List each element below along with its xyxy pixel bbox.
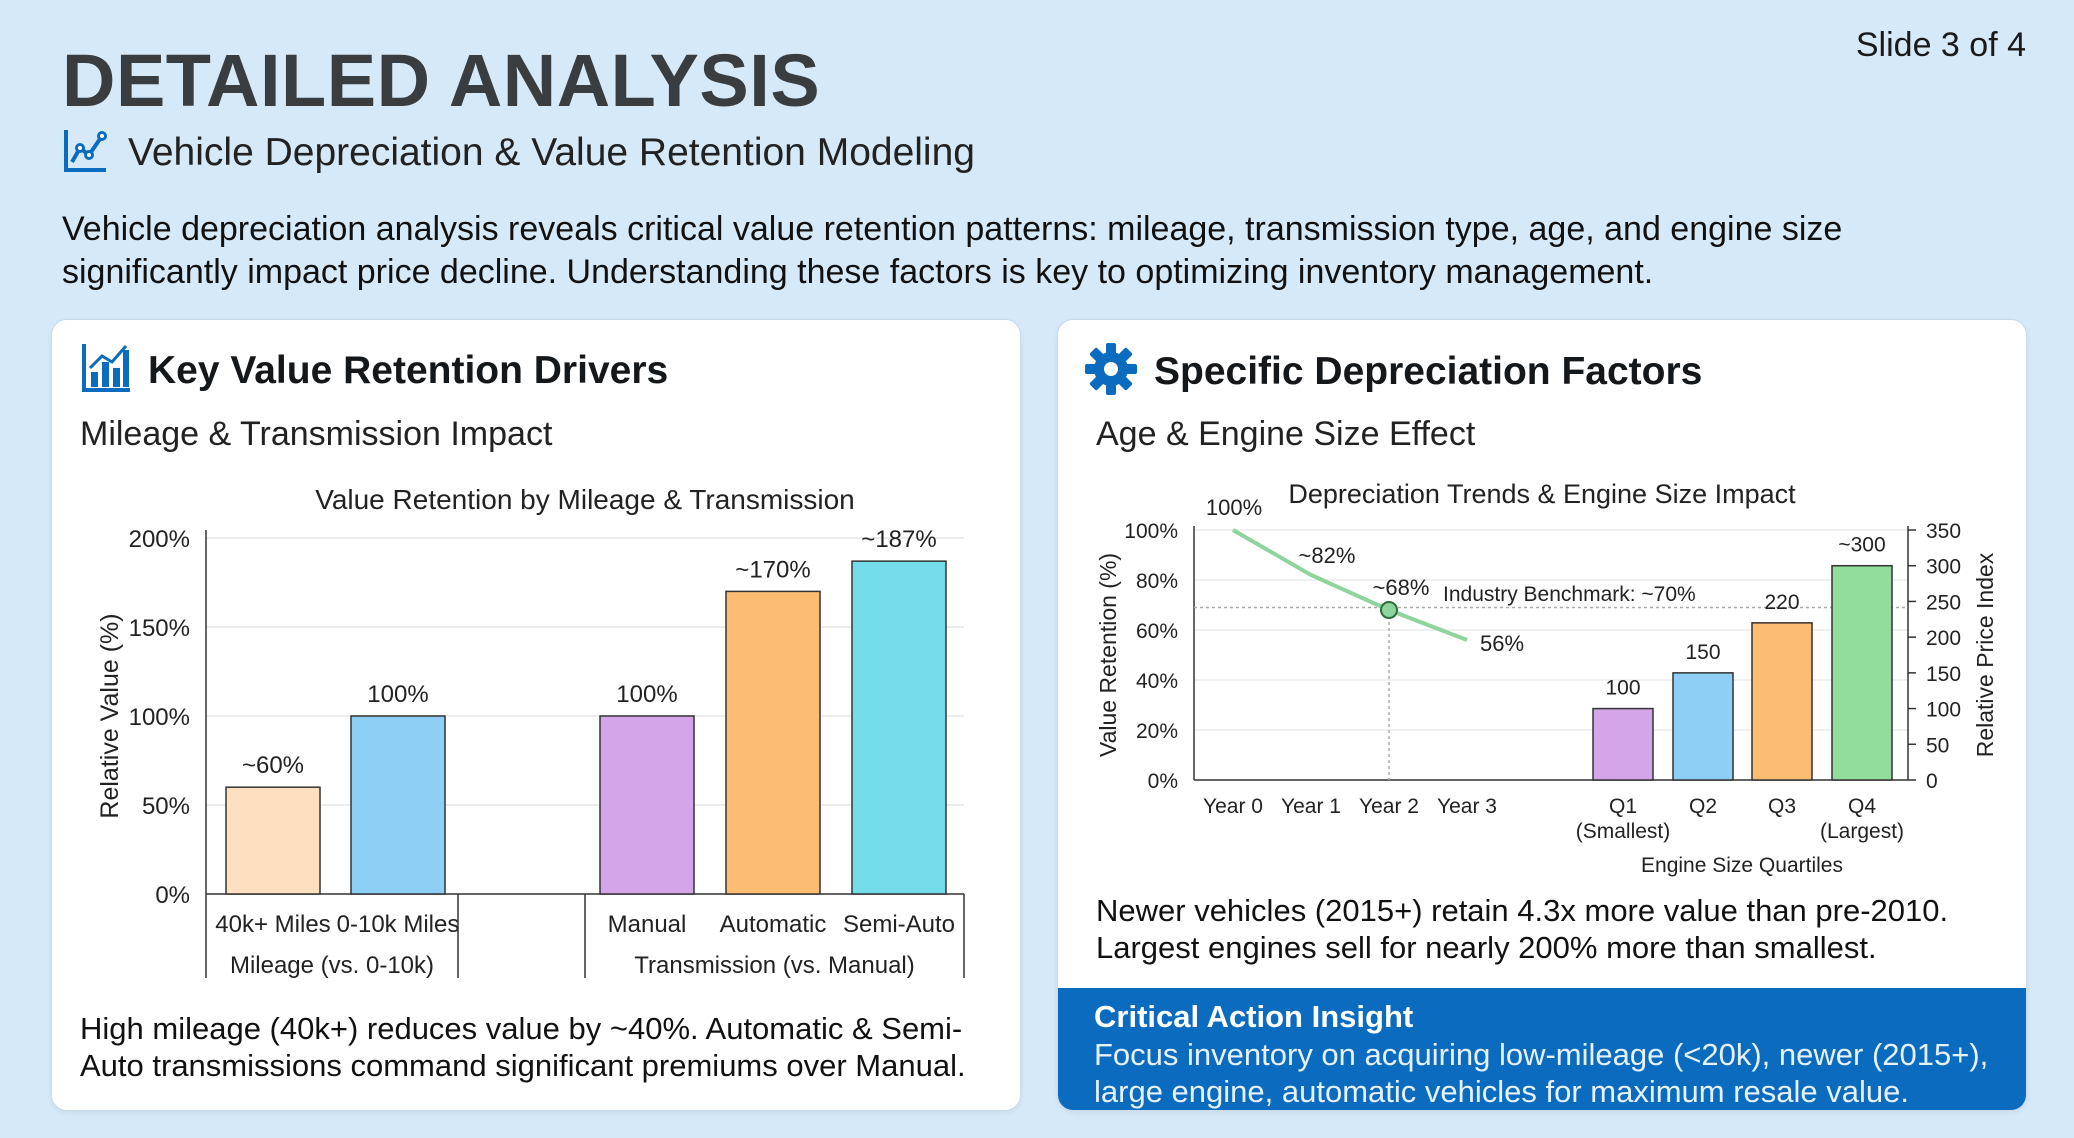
page-title: DETAILED ANALYSIS xyxy=(62,39,821,122)
y2-tick-label: 150 xyxy=(1926,663,1961,686)
bar xyxy=(851,560,947,895)
data-label: 100 xyxy=(1605,677,1640,700)
bar xyxy=(725,590,821,895)
y2-tick-label: 200 xyxy=(1926,627,1961,650)
data-label: 56% xyxy=(1480,631,1524,656)
left-card: Key Value Retention Drivers Mileage & Tr… xyxy=(51,319,1021,1111)
data-label: ~60% xyxy=(242,752,304,779)
y-tick-label: 80% xyxy=(1136,570,1178,593)
x-tick-label: 40k+ Miles xyxy=(215,911,330,938)
line-chart-icon xyxy=(62,126,110,179)
y-axis-label: Relative Value (%) xyxy=(96,613,124,818)
group-label: Mileage (vs. 0-10k) xyxy=(230,952,434,979)
x-tick-label: Year 1 xyxy=(1281,795,1341,818)
chart-title: Value Retention by Mileage & Transmissio… xyxy=(315,484,855,515)
y2-axis-label: Relative Price Index xyxy=(1972,552,1998,757)
data-label: ~300 xyxy=(1838,534,1885,557)
right-card-footer: Newer vehicles (2015+) retain 4.3x more … xyxy=(1096,893,1949,965)
y-tick-label: 200% xyxy=(129,526,190,553)
benchmark-label: Industry Benchmark: ~70% xyxy=(1443,583,1696,606)
y-tick-label: 100% xyxy=(129,704,190,731)
engine-bar xyxy=(1672,672,1734,781)
x-tick-label: Q4 (Largest) xyxy=(1820,795,1904,843)
data-label: 100% xyxy=(367,681,428,708)
x-tick-label: Year 2 xyxy=(1359,795,1419,818)
left-card-heading: Key Value Retention Drivers xyxy=(148,348,669,392)
bar xyxy=(225,786,321,895)
intro-text: Vehicle depreciation analysis reveals cr… xyxy=(62,210,1843,291)
right-card: Specific Depreciation Factors Age & Engi… xyxy=(1057,319,2027,1111)
insight-title: Critical Action Insight xyxy=(1094,999,1414,1034)
data-label: 100% xyxy=(616,681,677,708)
y2-tick-label: 50 xyxy=(1926,734,1949,757)
y-tick-label: 40% xyxy=(1136,670,1178,693)
x-tick-label: Year 3 xyxy=(1437,795,1497,818)
y-tick-label: 20% xyxy=(1136,720,1178,743)
insight-body: Focus inventory on acquiring low-mileage… xyxy=(1094,1037,1989,1109)
y-tick-label: 0% xyxy=(155,882,190,909)
left-card-subheading: Mileage & Transmission Impact xyxy=(80,415,553,453)
data-label: 100% xyxy=(1206,495,1262,520)
y-tick-label: 150% xyxy=(129,615,190,642)
right-card-heading: Specific Depreciation Factors xyxy=(1154,349,1703,393)
engine-bar xyxy=(1831,564,1893,781)
x-tick-label: Year 0 xyxy=(1203,795,1263,818)
value-retention-chart: Value Retention by Mileage & Transmissio… xyxy=(96,484,965,979)
y-axis-label: Value Retention (%) xyxy=(1095,553,1121,757)
x-tick-label: 0-10k Miles xyxy=(337,911,460,938)
right-card-subheading: Age & Engine Size Effect xyxy=(1096,415,1476,453)
data-label: ~187% xyxy=(861,526,936,553)
data-label: 150 xyxy=(1685,641,1720,664)
y-tick-label: 60% xyxy=(1136,620,1178,643)
data-label: ~68% xyxy=(1373,575,1430,600)
depreciation-chart: Depreciation Trends & Engine Size Impact… xyxy=(1095,479,1998,877)
x-axis-label: Engine Size Quartiles xyxy=(1641,854,1843,877)
y2-tick-label: 0 xyxy=(1926,770,1938,793)
x-tick-label: Manual xyxy=(608,911,687,938)
depreciation-line xyxy=(1232,528,1468,642)
left-card-header: Key Value Retention Drivers xyxy=(80,342,668,399)
bar xyxy=(599,715,695,895)
chart-title: Depreciation Trends & Engine Size Impact xyxy=(1288,479,1796,509)
x-tick-label: Q2 xyxy=(1689,795,1717,818)
x-tick-label: Semi-Auto xyxy=(843,911,955,938)
y2-tick-label: 300 xyxy=(1926,556,1961,579)
y2-tick-label: 100 xyxy=(1926,699,1961,722)
y-tick-label: 50% xyxy=(142,793,190,820)
subtitle: Vehicle Depreciation & Value Retention M… xyxy=(128,130,975,174)
data-label: ~170% xyxy=(735,556,810,583)
group-label: Transmission (vs. Manual) xyxy=(634,952,915,979)
x-tick-label: Q3 xyxy=(1768,795,1796,818)
engine-bar xyxy=(1751,622,1813,781)
x-tick-label: Q1 (Smallest) xyxy=(1576,795,1671,843)
left-card-footer: High mileage (40k+) reduces value by ~40… xyxy=(80,1011,966,1083)
x-tick-label: Automatic xyxy=(720,911,827,938)
gear-icon xyxy=(1084,342,1138,401)
y2-tick-label: 250 xyxy=(1926,591,1961,614)
subtitle-row: Vehicle Depreciation & Value Retention M… xyxy=(62,126,975,179)
data-label: 220 xyxy=(1764,591,1799,614)
y-tick-label: 0% xyxy=(1148,770,1178,793)
right-card-header: Specific Depreciation Factors xyxy=(1084,342,1702,401)
critical-action-insight: Critical Action Insight Focus inventory … xyxy=(1058,988,2026,1110)
engine-bar xyxy=(1592,707,1654,781)
data-label: ~82% xyxy=(1299,543,1356,568)
bar-chart-icon xyxy=(80,342,132,399)
slide-number: Slide 3 of 4 xyxy=(1855,26,2026,64)
highlight-point xyxy=(1380,601,1398,619)
y-tick-label: 100% xyxy=(1124,520,1178,543)
y2-tick-label: 350 xyxy=(1926,520,1961,543)
bar xyxy=(350,715,446,895)
